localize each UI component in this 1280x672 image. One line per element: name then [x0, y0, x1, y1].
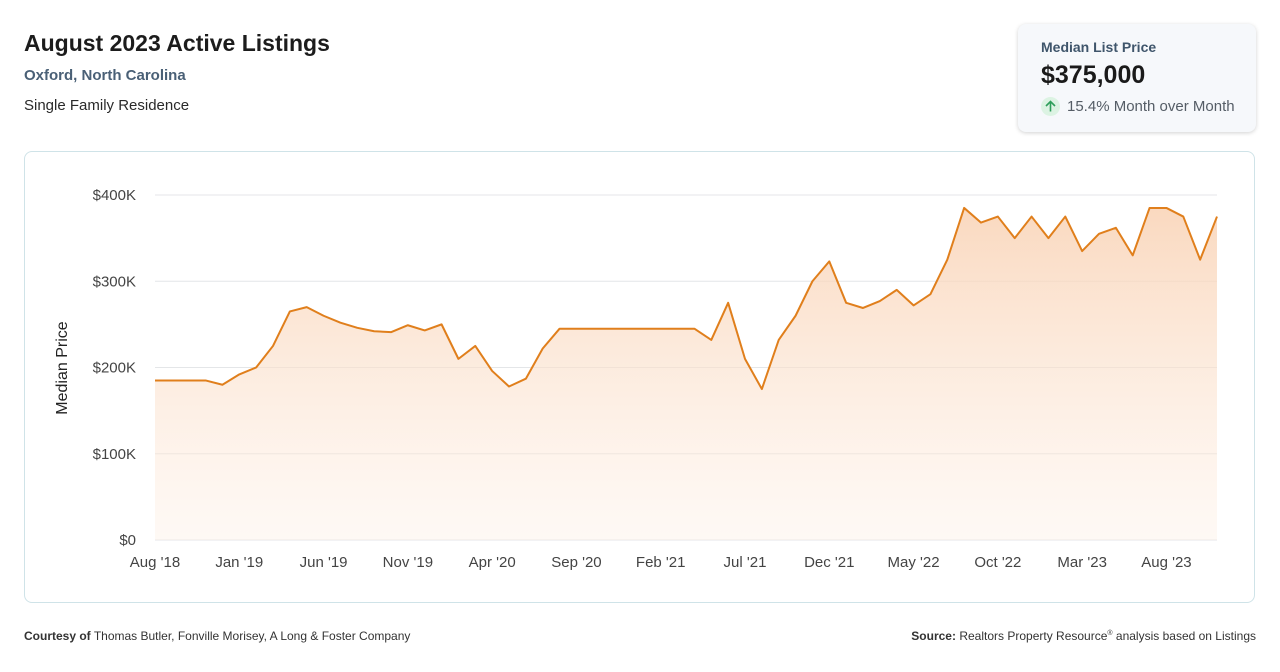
median-price-chart: $0 $100K $200K $300K $400K Aug '18 Jan '19 Jun…: [54, 187, 1218, 571]
x-tick-label: Sep '20: [551, 554, 601, 571]
x-tick-label: Jul '21: [724, 554, 767, 571]
x-tick-label: Apr '20: [469, 554, 516, 571]
x-tick-label: Jan '19: [215, 554, 263, 571]
source-text-1: Realtors Property Resource: [959, 629, 1108, 643]
stat-change: 15.4% Month over Month: [1041, 97, 1256, 116]
page-title: August 2023 Active Listings: [24, 30, 330, 56]
x-tick-label: Dec '21: [804, 554, 854, 571]
y-tick-label: $100K: [93, 446, 136, 463]
courtesy-text: Thomas Butler, Fonville Morisey, A Long …: [93, 629, 411, 643]
courtesy-label: Courtesy of: [24, 629, 91, 643]
stat-value: $375,000: [1041, 61, 1146, 89]
y-tick-label: $400K: [93, 187, 136, 204]
courtesy-footer: Courtesy of Thomas Butler, Fonville Mori…: [24, 629, 410, 643]
price-series-line: [155, 206, 1218, 391]
y-tick-label: $200K: [93, 360, 136, 377]
x-tick-label: Mar '23: [1057, 554, 1107, 571]
x-tick-label: Aug '23: [1141, 554, 1191, 571]
stat-label: Median List Price: [1041, 39, 1157, 55]
x-tick-label: Nov '19: [383, 554, 433, 571]
x-tick-label: Aug '18: [130, 554, 180, 571]
price-area-fill: [155, 207, 1217, 540]
source-label: Source:: [911, 629, 956, 643]
median-list-price-card: Median List Price $375,000 15.4% Month o…: [1018, 24, 1256, 132]
stat-change-text: 15.4% Month over Month: [1067, 98, 1235, 115]
x-tick-label: Feb '21: [636, 554, 686, 571]
source-footer: Source: Realtors Property Resource® anal…: [911, 629, 1256, 643]
x-tick-label: May '22: [888, 554, 940, 571]
y-axis-label: Median Price: [54, 321, 71, 414]
registered-mark: ®: [1107, 630, 1113, 637]
y-tick-label: $0: [119, 532, 136, 549]
x-tick-label: Jun '19: [300, 554, 348, 571]
chart-panel: $0 $100K $200K $300K $400K Aug '18 Jan '19 Jun…: [24, 151, 1255, 603]
x-tick-label: Oct '22: [974, 554, 1021, 571]
location-label: Oxford, North Carolina: [24, 67, 186, 84]
arrow-up-icon: [1041, 97, 1060, 116]
y-tick-label: $300K: [93, 273, 136, 290]
property-type-label: Single Family Residence: [24, 97, 190, 114]
source-text-2: analysis based on Listings: [1115, 629, 1256, 643]
